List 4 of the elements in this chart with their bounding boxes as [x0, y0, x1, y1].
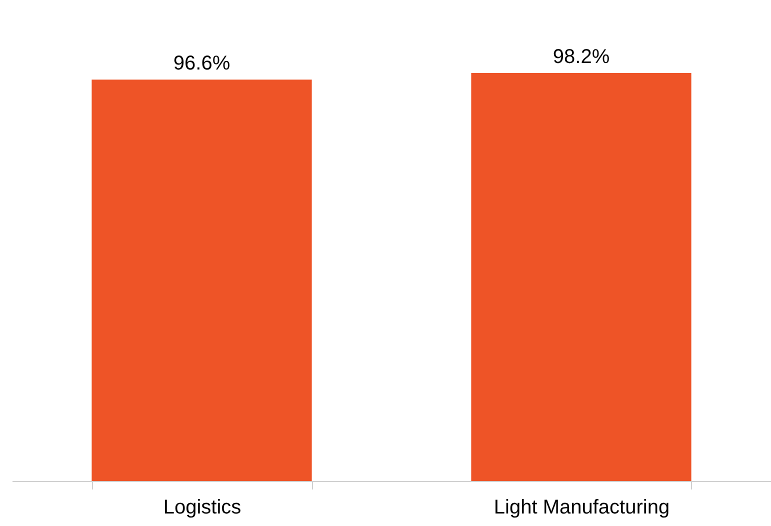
- data-label: 96.6%: [173, 52, 230, 75]
- x-tick-label: Light Manufacturing: [494, 496, 670, 518]
- x-tick-label: Logistics: [163, 496, 242, 518]
- data-label: 98.2%: [552, 46, 610, 68]
